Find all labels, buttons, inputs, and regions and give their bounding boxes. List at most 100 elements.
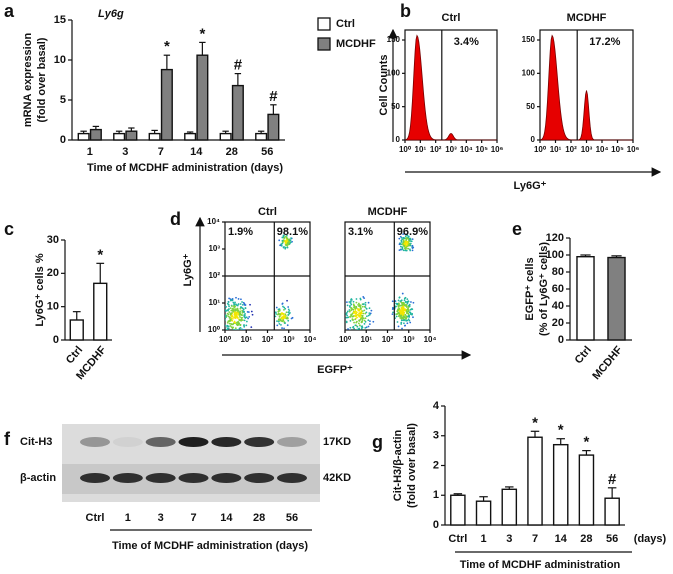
event-dot — [348, 310, 351, 313]
event-dot — [239, 303, 242, 305]
quadrant-percent: 3.1% — [348, 226, 373, 238]
event-dot — [406, 237, 408, 240]
y-tick-label: 50 — [391, 102, 400, 111]
event-dot — [235, 323, 238, 326]
bar — [475, 500, 492, 526]
bar — [607, 256, 626, 341]
event-dot — [403, 322, 405, 325]
x-axis-label: EGFP⁺ — [317, 364, 353, 376]
event-dot — [280, 244, 283, 247]
event-dot — [354, 309, 357, 311]
y-tick-label: 1 — [433, 489, 439, 501]
event-dot — [348, 309, 351, 311]
event-dot — [342, 303, 344, 305]
event-dot — [288, 241, 291, 244]
event-dot — [356, 311, 358, 314]
event-dot — [349, 315, 352, 318]
event-dot — [222, 309, 224, 311]
event-dot — [275, 306, 278, 309]
event-dot — [405, 249, 408, 252]
event-dot — [274, 315, 277, 318]
event-dot — [239, 307, 242, 310]
event-dot — [237, 323, 240, 325]
x-tick-label: 10¹ — [415, 145, 427, 154]
event-dot — [352, 312, 355, 314]
x-tick-label: 10⁰ — [219, 335, 232, 344]
x-tick-label: 10⁵ — [475, 145, 488, 154]
y-tick-label: 10 — [54, 54, 66, 66]
event-dot — [222, 323, 224, 325]
event-dot — [234, 309, 237, 312]
event-dot — [286, 324, 289, 327]
event-dot — [229, 307, 232, 310]
panel-label: a — [4, 1, 15, 21]
event-dot — [405, 233, 407, 236]
event-dot — [361, 314, 363, 317]
event-dot — [363, 319, 366, 322]
event-dot — [398, 296, 401, 299]
y-tick-label: 0 — [531, 135, 536, 144]
event-dot — [225, 297, 226, 298]
x-tick-label: 10² — [565, 145, 577, 154]
event-dot — [357, 322, 360, 325]
event-dot — [248, 315, 251, 318]
event-dot — [403, 297, 406, 300]
event-dot — [281, 320, 283, 323]
event-dot — [347, 316, 350, 319]
significance-marker: * — [584, 434, 590, 451]
event-dot — [231, 317, 234, 320]
event-dot — [399, 235, 402, 238]
event-dot — [232, 333, 234, 335]
y-tick-label: 10⁰ — [208, 325, 221, 334]
x-tick-label: 10⁴ — [424, 335, 437, 344]
blot-band — [112, 437, 143, 447]
event-dot — [398, 314, 401, 317]
bar — [69, 319, 84, 341]
histogram — [539, 34, 633, 141]
event-dot — [402, 311, 405, 314]
event-dot — [285, 311, 288, 314]
event-dot — [229, 313, 232, 315]
event-dot — [409, 242, 412, 245]
event-dot — [405, 319, 408, 322]
x-tick-label: 10¹ — [550, 145, 562, 154]
event-dot — [398, 303, 400, 305]
event-dot — [279, 313, 281, 316]
event-dot — [406, 302, 409, 305]
row-label: β-actin — [20, 472, 56, 484]
y-tick-label: 20 — [47, 267, 59, 279]
event-dot — [240, 298, 242, 301]
x-tick-label: 10³ — [581, 145, 593, 154]
event-dot — [404, 317, 407, 320]
event-dot — [361, 325, 363, 328]
row-label: Cit-H3 — [20, 436, 52, 448]
plot-title: Ctrl — [442, 12, 461, 24]
event-dot — [367, 325, 370, 328]
event-dot — [359, 316, 362, 318]
event-dot — [364, 301, 367, 304]
event-dot — [221, 321, 223, 323]
event-dot — [412, 316, 414, 319]
event-dot — [250, 326, 253, 329]
event-dot — [231, 299, 234, 302]
event-dot — [391, 306, 394, 309]
event-dot — [275, 313, 278, 315]
event-dot — [405, 303, 407, 306]
event-dot — [288, 309, 291, 312]
event-dot — [247, 317, 249, 320]
event-dot — [277, 310, 280, 312]
event-dot — [233, 332, 235, 334]
event-dot — [282, 305, 284, 308]
event-dot — [281, 327, 283, 329]
blot-band — [211, 437, 242, 447]
x-tick-label: 10⁰ — [534, 145, 547, 154]
y-tick-label: 10¹ — [208, 298, 220, 307]
event-dot — [351, 319, 354, 321]
event-dot — [230, 326, 233, 329]
panel-label: g — [372, 432, 383, 452]
event-dot — [219, 319, 221, 321]
event-dot — [225, 305, 228, 308]
quadrant-percent: 96.9% — [397, 226, 428, 238]
event-dot — [286, 299, 288, 302]
event-dot — [356, 313, 359, 316]
